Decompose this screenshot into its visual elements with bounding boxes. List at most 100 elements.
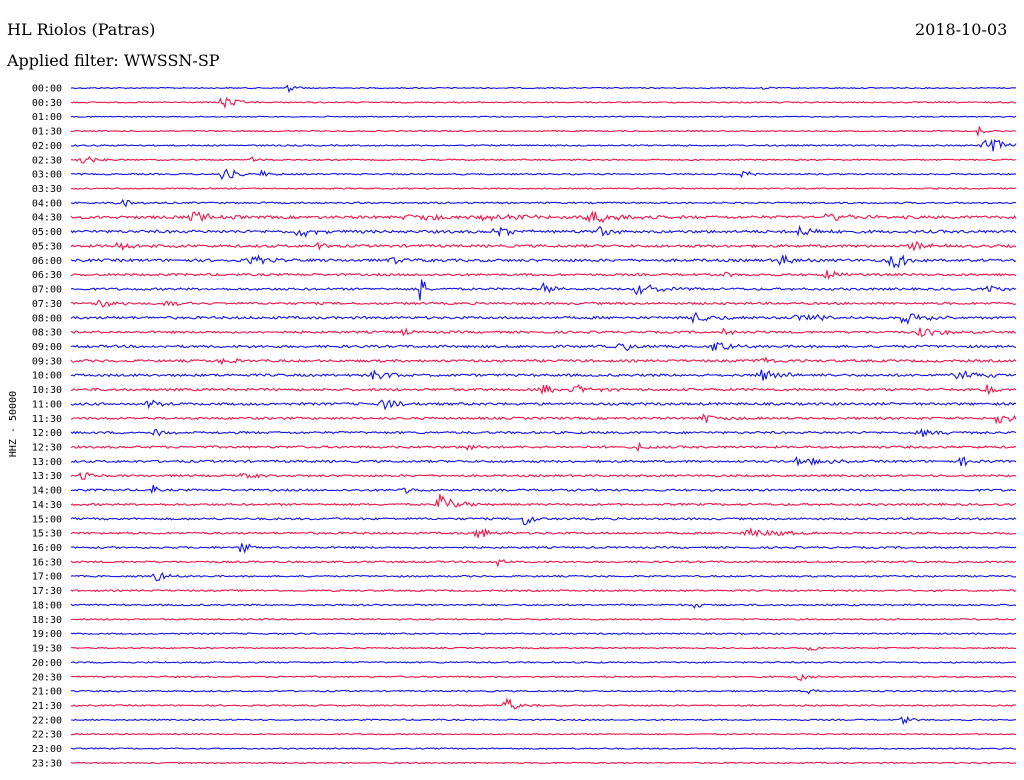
row-label-1130: 11:30 [32,414,62,425]
filter-label: Applied filter: WWSSN-SP [7,51,220,70]
trace-0900 [70,341,1017,352]
trace-2330 [70,761,1017,765]
trace-1730 [70,589,1017,593]
row-label-0000: 00:00 [32,84,62,95]
row-label-0200: 02:00 [32,141,62,152]
row-label-1900: 19:00 [32,629,62,640]
row-label-1830: 18:30 [32,615,62,626]
trace-1430 [70,494,1017,508]
row-label-0530: 05:30 [32,241,62,252]
row-label-0500: 05:00 [32,227,62,238]
trace-1500 [70,516,1017,526]
row-label-1330: 13:30 [32,471,62,482]
row-label-0830: 08:30 [32,328,62,339]
trace-0700 [70,279,1017,301]
row-label-1600: 16:00 [32,543,62,554]
row-label-1400: 14:00 [32,486,62,497]
row-label-2200: 22:00 [32,715,62,726]
trace-1400 [70,484,1017,495]
trace-2200 [71,715,1017,726]
trace-0500 [70,224,1017,238]
row-label-0400: 04:00 [32,198,62,209]
trace-0330 [70,187,1016,190]
trace-2130 [70,697,1017,710]
y-axis-label: HHZ - 50000 [8,391,19,457]
row-label-1300: 13:00 [32,457,62,468]
row-label-0800: 08:00 [32,313,62,324]
trace-1000 [70,368,1017,381]
row-label-0730: 07:30 [32,299,62,310]
row-label-1730: 17:30 [32,586,62,597]
row-label-1500: 15:00 [32,514,62,525]
trace-0430 [70,210,1017,224]
row-label-0630: 06:30 [32,270,62,281]
row-label-1030: 10:30 [32,385,62,396]
row-label-0030: 00:30 [32,98,62,109]
trace-0630 [70,270,1017,280]
trace-0730 [70,299,1017,308]
trace-2000 [70,661,1017,664]
row-label-0600: 06:00 [32,256,62,267]
row-label-1230: 12:30 [32,443,62,454]
row-label-1930: 19:30 [32,644,62,655]
trace-0200 [70,138,1017,152]
trace-1200 [70,427,1017,437]
row-label-1430: 14:30 [32,500,62,511]
row-label-0100: 01:00 [32,112,62,123]
trace-0300 [70,168,1017,181]
row-label-1800: 18:00 [32,600,62,611]
trace-1230 [70,441,1017,453]
trace-2100 [70,688,1017,695]
trace-0000 [70,84,1017,94]
row-label-2100: 21:00 [32,687,62,698]
row-label-1200: 12:00 [32,428,62,439]
trace-1130 [70,413,1017,425]
row-label-0900: 09:00 [32,342,62,353]
row-label-2330: 23:30 [32,758,62,769]
trace-1800 [70,603,1017,609]
row-label-2300: 23:00 [32,744,62,755]
trace-1030 [70,384,1017,396]
trace-0530 [70,240,1017,252]
trace-1330 [70,472,1017,480]
trace-1830 [71,617,1017,621]
trace-1630 [70,558,1017,568]
trace-1700 [70,571,1017,582]
row-label-2000: 20:00 [32,658,62,669]
trace-1300 [70,456,1017,467]
row-label-2130: 21:30 [32,701,62,712]
seismic-traces [70,84,1017,765]
row-label-2230: 22:30 [32,730,62,741]
row-label-1530: 15:30 [32,529,62,540]
trace-0030 [70,96,1017,110]
row-label-1700: 17:00 [32,572,62,583]
trace-0230 [70,156,1017,164]
trace-0400 [70,198,1017,208]
trace-2300 [70,747,1017,750]
trace-0100 [70,115,1017,118]
row-label-1630: 16:30 [32,557,62,568]
row-label-1000: 10:00 [32,371,62,382]
trace-1930 [70,646,1017,652]
trace-0130 [70,126,1017,138]
row-labels: 00:00 00:30 01:00 01:30 02:00 02:30 03:00 03:30… [32,84,62,770]
row-label-0930: 09:30 [32,356,62,367]
row-label-0300: 03:00 [32,170,62,181]
row-label-0130: 01:30 [32,127,62,138]
row-label-0230: 02:30 [32,155,62,166]
trace-0930 [70,356,1017,366]
row-label-0700: 07:00 [32,285,62,296]
trace-2030 [70,673,1017,682]
trace-1600 [70,543,1017,554]
trace-1100 [70,399,1017,411]
station-title: HL Riolos (Patras) [7,20,156,39]
row-label-0330: 03:30 [32,184,62,195]
record-date: 2018-10-03 [915,20,1008,39]
row-label-0430: 04:30 [32,213,62,224]
trace-0600 [70,254,1017,269]
trace-2230 [70,732,1017,736]
trace-0800 [70,311,1017,326]
row-label-2030: 20:30 [32,672,62,683]
trace-1530 [70,526,1017,538]
